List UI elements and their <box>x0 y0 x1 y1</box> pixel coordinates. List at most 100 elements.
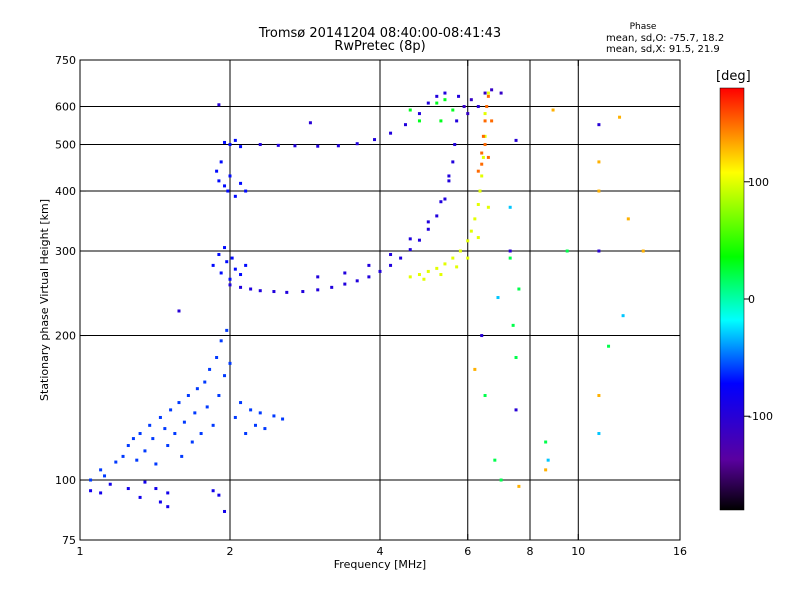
data-point <box>597 123 601 127</box>
data-point <box>177 309 181 313</box>
data-point <box>239 285 243 289</box>
data-point <box>439 273 443 277</box>
y-tick-label: 300 <box>55 245 76 258</box>
data-point <box>281 417 285 421</box>
data-point <box>211 489 215 493</box>
data-point <box>239 273 243 277</box>
x-tick-label: 10 <box>571 545 585 558</box>
data-point <box>493 458 497 462</box>
data-point <box>514 408 518 412</box>
data-point <box>135 458 139 462</box>
data-point <box>486 205 490 209</box>
data-point <box>215 169 219 173</box>
data-point <box>417 119 421 123</box>
data-point <box>480 162 484 166</box>
data-point <box>490 88 494 92</box>
data-point <box>508 205 512 209</box>
chart-title: Tromsø 20141204 08:40:00-08:41:43 <box>258 26 502 41</box>
data-point <box>223 140 227 144</box>
data-point <box>439 119 443 123</box>
x-axis: 1 2 4 6 8 10 16 <box>77 60 687 558</box>
data-point <box>403 123 407 127</box>
data-point <box>225 260 229 264</box>
data-point <box>486 91 490 95</box>
data-point <box>511 323 515 327</box>
y-tick-label: 400 <box>55 185 76 198</box>
data-point <box>458 249 462 253</box>
data-point <box>316 144 320 148</box>
data-point <box>219 339 223 343</box>
data-point <box>228 277 232 281</box>
phase-stats-heading: Phase <box>629 22 657 32</box>
data-point <box>408 237 412 241</box>
x-tick-label: 8 <box>527 545 534 558</box>
y-tick-label: 600 <box>55 101 76 114</box>
data-point <box>551 108 555 112</box>
data-point <box>99 468 103 472</box>
data-point <box>166 491 170 495</box>
data-point <box>408 108 412 112</box>
data-point <box>483 112 487 116</box>
data-point <box>408 248 412 252</box>
data-point <box>544 468 548 472</box>
phase-stats-o-line: mean, sd,O: -75.7, 18.2 <box>606 33 725 44</box>
y-tick-label: 100 <box>55 474 76 487</box>
data-point <box>422 277 426 281</box>
data-point <box>480 174 484 178</box>
data-point <box>223 246 227 250</box>
data-point <box>373 138 377 142</box>
grid-lines <box>80 60 680 540</box>
data-point <box>239 401 243 405</box>
data-point <box>230 256 234 260</box>
data-point <box>426 220 430 224</box>
data-point <box>453 143 457 147</box>
x-axis-label: Frequency [MHz] <box>334 558 426 571</box>
data-point <box>316 275 320 279</box>
data-point <box>158 500 162 504</box>
data-point <box>228 174 232 178</box>
data-point <box>607 344 611 348</box>
data-point <box>208 367 212 371</box>
data-point <box>126 444 130 448</box>
data-point <box>154 462 158 466</box>
data-point <box>435 266 439 270</box>
data-point <box>597 189 601 193</box>
y-axis: 75 100 200 300 400 500 600 750 <box>55 54 680 547</box>
data-point <box>399 256 403 260</box>
data-point <box>217 103 221 107</box>
data-point <box>217 394 221 398</box>
data-point <box>426 227 430 231</box>
data-point <box>182 420 186 424</box>
data-point <box>367 263 371 267</box>
data-point <box>343 282 347 286</box>
data-point <box>457 94 461 98</box>
data-point <box>451 108 455 112</box>
data-point <box>239 145 243 149</box>
data-point <box>138 495 142 499</box>
data-point <box>177 401 181 405</box>
data-point <box>272 290 276 294</box>
data-point <box>199 432 203 436</box>
data-point <box>408 275 412 279</box>
data-point <box>89 478 93 482</box>
data-point <box>217 493 221 497</box>
data-point <box>469 229 473 233</box>
data-point <box>597 432 601 436</box>
data-point <box>641 249 645 253</box>
colorbar-tick-label: 100 <box>748 176 769 189</box>
data-point <box>447 179 451 183</box>
data-point <box>272 414 276 418</box>
data-point <box>508 249 512 253</box>
data-point <box>336 144 340 148</box>
data-point <box>476 169 480 173</box>
y-tick-label: 75 <box>62 534 76 547</box>
data-point <box>249 408 253 412</box>
data-point <box>103 474 107 478</box>
data-point <box>469 98 473 102</box>
data-point <box>258 289 262 293</box>
data-point <box>483 143 487 147</box>
data-point <box>225 328 229 332</box>
data-point <box>173 432 177 436</box>
colorbar-unit-label: [deg] <box>716 69 751 84</box>
data-point <box>473 217 477 221</box>
